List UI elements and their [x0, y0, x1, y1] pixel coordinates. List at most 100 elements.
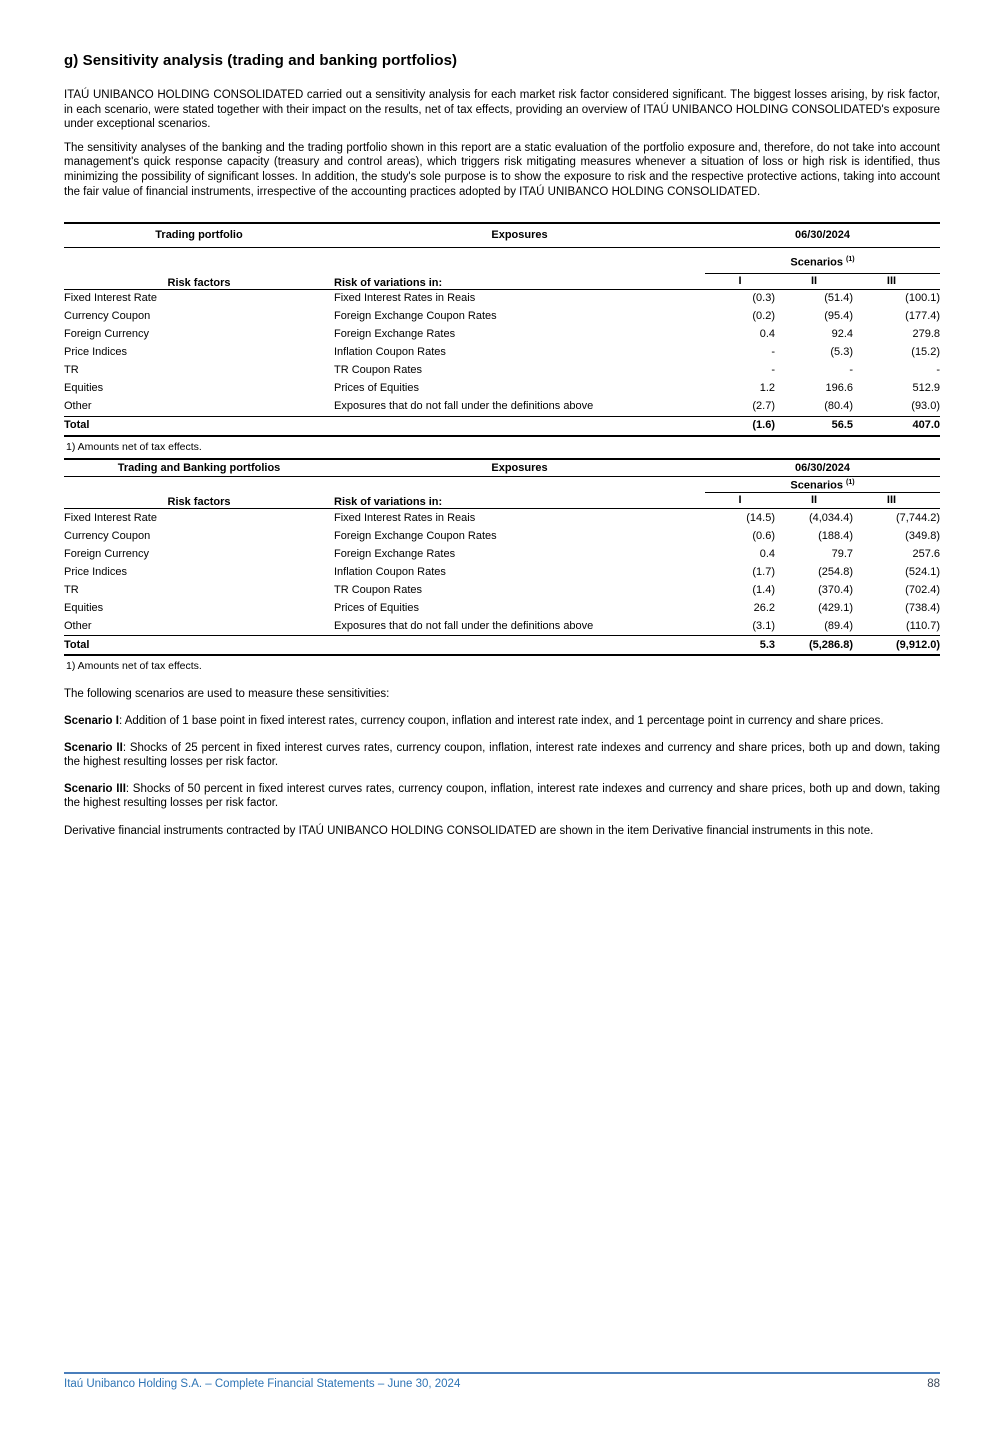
scenario-3-value: (15.2) — [911, 346, 941, 359]
scenario-3-label: Scenario III — [64, 782, 126, 795]
total-row: Total 5.3 (5,286.8) (9,912.0) — [64, 635, 941, 657]
table-header-row: Trading and Banking portfolios Exposures… — [64, 458, 941, 477]
table-row: Price Indices Inflation Coupon Rates (1.… — [64, 563, 940, 581]
scenario-2-value: (51.4) — [824, 292, 853, 305]
risk-factor-cell: Foreign Currency — [64, 328, 149, 341]
table-row: Fixed Interest Rate Fixed Interest Rates… — [64, 289, 940, 308]
risk-factor-cell: TR — [64, 583, 79, 596]
variation-cell: Inflation Coupon Rates — [334, 565, 446, 578]
scenario-col-3: III — [853, 492, 941, 510]
table-row: Equities Prices of Equities 1.2 196.6 51… — [64, 380, 940, 398]
scenario-1-value: (1.4) — [752, 583, 775, 596]
variation-cell: Exposures that do not fall under the def… — [334, 619, 594, 632]
scenario-1-value: (0.6) — [752, 529, 775, 542]
scenario-1-value: 26.2 — [753, 601, 775, 614]
table-row: TR TR Coupon Rates - - - — [64, 362, 940, 380]
risk-factors-header: Risk factors — [64, 476, 334, 510]
portfolio-header: Trading portfolio — [64, 223, 334, 249]
scenario-3-value: (349.8) — [905, 529, 941, 542]
risk-factor-cell: Other — [64, 400, 92, 413]
scenario-columns-row: I II III — [64, 492, 941, 510]
total-row: Total (1.6) 56.5 407.0 — [64, 415, 941, 437]
risk-factor-cell: TR — [64, 364, 79, 377]
date-header: 06/30/2024 — [705, 223, 941, 249]
table-row: Other Exposures that do not fall under t… — [64, 617, 940, 636]
scenario-1-value: (1.7) — [752, 565, 775, 578]
variation-cell: Foreign Exchange Rates — [334, 547, 456, 560]
scenario-2-text: : Shocks of 25 percent in fixed interest… — [64, 741, 940, 769]
total-scenario-3: 407.0 — [853, 415, 941, 437]
variation-cell: Fixed Interest Rates in Reais — [334, 511, 476, 524]
scenario-3-value: (93.0) — [911, 400, 941, 413]
variation-cell: Foreign Exchange Coupon Rates — [334, 529, 497, 542]
scenarios-footnote-ref: (1) — [846, 256, 855, 264]
scenario-1-text: : Addition of 1 base point in fixed inte… — [118, 715, 884, 728]
total-scenario-3: (9,912.0) — [853, 635, 941, 657]
risk-factor-cell: Currency Coupon — [64, 310, 151, 323]
scenario-1-description: Scenario I: Addition of 1 base point in … — [64, 714, 940, 729]
total-label: Total — [64, 635, 705, 657]
scenario-1-value: (2.7) — [752, 400, 775, 413]
page-title: g) Sensitivity analysis (trading and ban… — [64, 52, 458, 69]
variations-header: Risk of variations in: — [334, 476, 705, 510]
intro-paragraph-2: The sensitivity analyses of the banking … — [64, 141, 940, 198]
variation-cell: Exposures that do not fall under the def… — [334, 400, 594, 413]
variation-cell: Prices of Equities — [334, 382, 419, 395]
table-subheader-row: Risk factors Risk of variations in: Scen… — [64, 247, 941, 290]
scenario-2-value: (429.1) — [818, 601, 853, 614]
scenario-2-value: (254.8) — [818, 565, 853, 578]
scenario-3-value: (524.1) — [905, 565, 941, 578]
risk-factor-cell: Fixed Interest Rate — [64, 292, 157, 305]
scenario-1-value: - — [771, 346, 775, 359]
date-header: 06/30/2024 — [705, 458, 941, 477]
derivative-note: Derivative financial instruments contrac… — [64, 825, 874, 838]
scenario-1-value: (0.2) — [752, 310, 775, 323]
total-scenario-2: 56.5 — [775, 415, 853, 437]
scenario-2-value: (188.4) — [818, 529, 853, 542]
scenario-col-2: II — [775, 273, 853, 290]
scenario-1-label: Scenario I — [64, 715, 119, 728]
scenario-3-value: 279.8 — [912, 328, 941, 341]
table-row: Foreign Currency Foreign Exchange Rates … — [64, 326, 940, 344]
scenario-2-value: - — [849, 364, 853, 377]
table-row: Other Exposures that do not fall under t… — [64, 398, 940, 417]
scenario-1-value: (3.1) — [752, 619, 775, 632]
footer-page-number: 88 — [927, 1378, 940, 1390]
total-scenario-1: 5.3 — [705, 635, 775, 657]
scenarios-footnote-ref: (1) — [846, 478, 855, 486]
table-1-footnote: 1) Amounts net of tax effects. — [66, 440, 202, 453]
scenario-3-value: 512.9 — [912, 382, 941, 395]
scenario-2-value: (370.4) — [818, 583, 853, 596]
portfolio-header: Trading and Banking portfolios — [64, 458, 334, 477]
page-footer: Itaú Unibanco Holding S.A. – Complete Fi… — [64, 1372, 940, 1390]
scenario-2-value: (89.4) — [824, 619, 853, 632]
scenario-2-value: 79.7 — [831, 547, 853, 560]
scenario-1-value: 0.4 — [759, 547, 775, 560]
table-row: TR TR Coupon Rates (1.4) (370.4) (702.4) — [64, 581, 940, 599]
exposures-header: Exposures — [334, 223, 705, 249]
scenarios-intro: The following scenarios are used to meas… — [64, 688, 390, 701]
risk-factor-cell: Other — [64, 619, 92, 632]
scenario-col-1: I — [705, 492, 775, 510]
scenario-1-value: (0.3) — [752, 292, 775, 305]
scenario-3-value: (702.4) — [905, 583, 941, 596]
scenario-2-value: 196.6 — [825, 382, 853, 395]
scenario-3-value: (110.7) — [905, 619, 941, 632]
scenario-3-text: : Shocks of 50 percent in fixed interest… — [64, 782, 940, 810]
risk-factor-cell: Equities — [64, 601, 104, 614]
footer-document-title: Itaú Unibanco Holding S.A. – Complete Fi… — [64, 1378, 461, 1390]
scenarios-header: Scenarios (1) — [705, 247, 941, 274]
scenario-3-value: - — [936, 364, 941, 377]
trading-portfolio-table: Trading portfolio Exposures 06/30/2024 R… — [64, 222, 941, 437]
scenario-1-value: 0.4 — [759, 328, 775, 341]
table-subheader-row: Risk factors Risk of variations in: Scen… — [64, 476, 941, 510]
variation-cell: Prices of Equities — [334, 601, 419, 614]
variations-header: Risk of variations in: — [334, 247, 705, 290]
scenario-3-value: (177.4) — [905, 310, 941, 323]
scenario-2-value: (5.3) — [830, 346, 853, 359]
risk-factor-cell: Price Indices — [64, 346, 127, 359]
table-row: Fixed Interest Rate Fixed Interest Rates… — [64, 509, 940, 528]
scenario-3-value: 257.6 — [912, 547, 941, 560]
risk-factor-cell: Currency Coupon — [64, 529, 151, 542]
scenario-1-value: 1.2 — [759, 382, 775, 395]
